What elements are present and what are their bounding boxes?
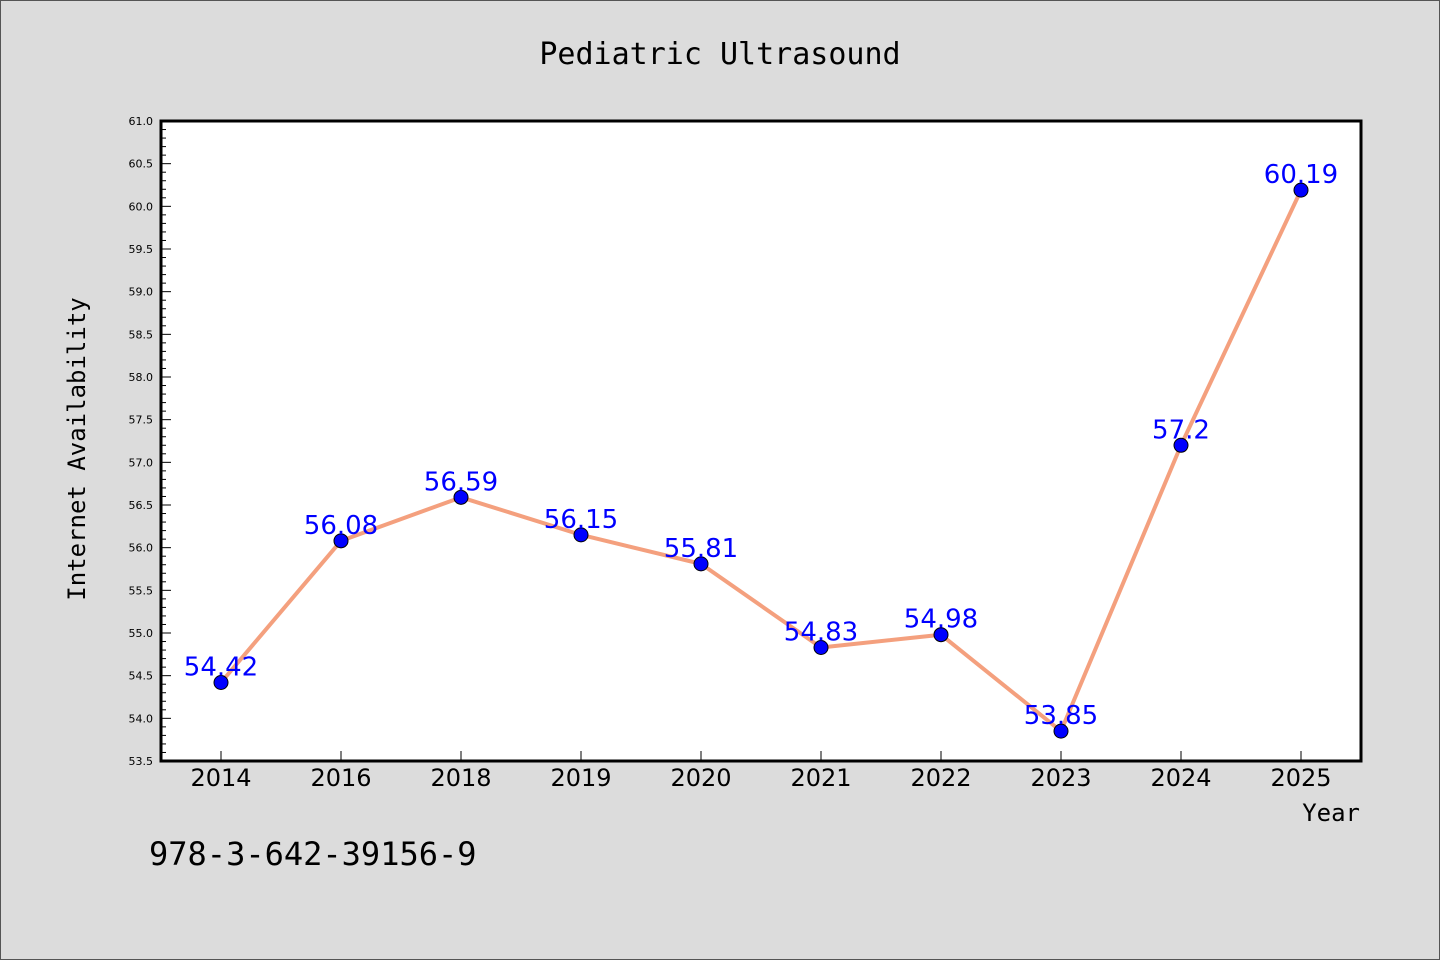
y-tick-label: 60.0 bbox=[129, 200, 154, 213]
y-tick-label: 59.0 bbox=[129, 286, 154, 299]
data-label: 54.42 bbox=[184, 652, 258, 682]
y-tick-label: 55.0 bbox=[129, 627, 154, 640]
x-tick-label: 2023 bbox=[1030, 764, 1091, 792]
data-point bbox=[693, 556, 709, 572]
y-axis-label: Internet Availability bbox=[63, 297, 91, 600]
y-tick-label: 60.5 bbox=[129, 158, 154, 171]
y-axis-ticks: 53.5 54.0 54.5 55.0 55.5 56.0 56.5 57.0 57.5 58.0… bbox=[129, 115, 171, 768]
y-tick-label: 56.5 bbox=[129, 499, 154, 512]
data-label: 56.59 bbox=[424, 467, 498, 497]
y-tick-label: 57.5 bbox=[129, 414, 154, 427]
data-label: 56.15 bbox=[544, 505, 618, 535]
data-point bbox=[1053, 723, 1069, 739]
x-tick-label: 2016 bbox=[310, 764, 371, 792]
chart-title: Pediatric Ultrasound bbox=[539, 37, 900, 72]
x-tick-label: 2014 bbox=[190, 764, 251, 792]
x-tick-label: 2024 bbox=[1150, 764, 1211, 792]
data-point bbox=[213, 674, 229, 690]
y-tick-label: 54.5 bbox=[129, 670, 154, 683]
y-tick-label: 56.0 bbox=[129, 542, 154, 555]
x-axis-label: Year bbox=[1302, 799, 1360, 827]
data-label: 55.81 bbox=[664, 534, 738, 564]
data-label: 54.98 bbox=[904, 605, 978, 635]
series-line bbox=[219, 189, 1303, 734]
x-tick-label: 2025 bbox=[1270, 764, 1331, 792]
x-tick-label: 2019 bbox=[550, 764, 611, 792]
data-label: 53.85 bbox=[1024, 701, 1098, 731]
x-tick-label: 2018 bbox=[430, 764, 491, 792]
series-markers bbox=[213, 182, 1309, 739]
x-axis-ticks: 2014 2016 2018 2019 2020 2021 2022 2023 2024 2025 bbox=[190, 751, 1332, 792]
y-tick-label: 59.5 bbox=[129, 243, 154, 256]
y-tick-label: 53.5 bbox=[129, 755, 154, 768]
y-tick-label: 61.0 bbox=[129, 115, 154, 128]
data-label: 56.08 bbox=[304, 511, 378, 541]
x-tick-label: 2022 bbox=[910, 764, 971, 792]
x-tick-label: 2020 bbox=[670, 764, 731, 792]
y-tick-label: 58.0 bbox=[129, 371, 154, 384]
plot-area bbox=[159, 119, 1363, 763]
data-label: 57.2 bbox=[1152, 415, 1210, 445]
data-point bbox=[573, 527, 589, 543]
data-point bbox=[333, 533, 349, 549]
y-tick-label: 55.5 bbox=[129, 584, 154, 597]
data-labels: 54.42 56.08 56.59 56.15 55.81 54.83 54.98 53.85… bbox=[184, 160, 1338, 731]
data-point bbox=[933, 627, 949, 643]
isbn-annotation: 978-3-642-39156-9 bbox=[149, 835, 477, 873]
data-point bbox=[453, 489, 469, 505]
data-label: 60.19 bbox=[1264, 160, 1338, 190]
y-tick-label: 54.0 bbox=[129, 712, 154, 725]
data-label: 54.83 bbox=[784, 618, 858, 648]
data-point bbox=[813, 640, 829, 656]
data-point bbox=[1293, 182, 1309, 198]
data-point bbox=[1173, 437, 1189, 453]
y-tick-label: 57.0 bbox=[129, 456, 154, 469]
x-tick-label: 2021 bbox=[790, 764, 851, 792]
y-tick-label: 58.5 bbox=[129, 328, 154, 341]
